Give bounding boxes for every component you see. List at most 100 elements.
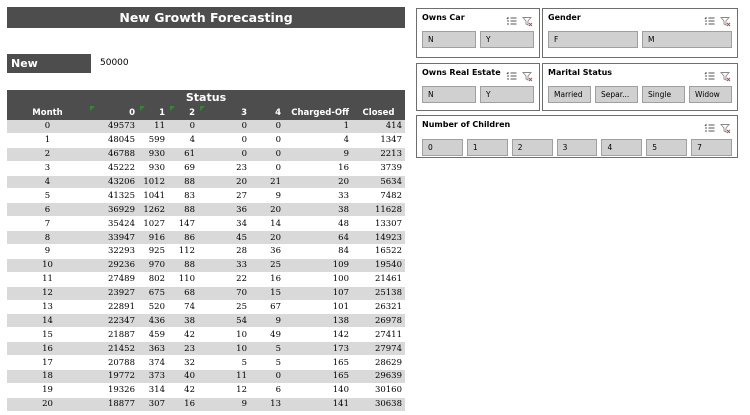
slicer-item[interactable]: N [422,31,476,48]
value-cell[interactable]: 20 [250,230,284,246]
month-cell[interactable]: 10 [7,258,88,273]
new-accounts-value[interactable]: 50000 [100,58,129,68]
value-cell[interactable]: 138 [284,313,352,329]
slicer-item[interactable]: 2 [511,139,553,156]
slicer-item[interactable]: 0 [422,139,463,156]
value-cell[interactable]: 33 [284,188,352,204]
value-cell[interactable]: 88 [168,175,198,190]
value-cell[interactable]: 373 [138,369,168,384]
value-cell[interactable]: 48 [284,216,352,232]
slicer-item[interactable]: F [548,31,638,48]
month-cell[interactable]: 5 [7,188,88,204]
value-cell[interactable]: 13307 [352,216,405,232]
value-cell[interactable]: 100 [284,272,352,287]
value-cell[interactable]: 38 [168,313,198,329]
value-cell[interactable]: 930 [138,161,168,176]
value-cell[interactable]: 13 [250,397,284,412]
month-cell[interactable]: 20 [7,397,88,412]
value-cell[interactable]: 7482 [352,188,405,204]
slicer-gender[interactable]: Gender F M [542,8,738,58]
value-cell[interactable]: 86 [168,230,198,246]
value-cell[interactable]: 6 [250,383,284,398]
clear-filter-icon[interactable] [720,67,731,82]
month-cell[interactable]: 14 [7,313,88,329]
value-cell[interactable]: 4 [168,133,198,148]
value-cell[interactable]: 19772 [88,369,138,384]
slicer-item[interactable]: 7 [691,139,733,156]
value-cell[interactable]: 70 [198,286,250,301]
value-cell[interactable]: 0 [198,120,250,134]
value-cell[interactable]: 9 [250,188,284,204]
value-cell[interactable]: 414 [352,120,405,134]
clear-filter-icon[interactable] [522,12,533,27]
value-cell[interactable]: 0 [250,133,284,148]
value-cell[interactable]: 21461 [352,272,405,287]
month-cell[interactable]: 4 [7,175,88,190]
value-cell[interactable]: 18877 [88,397,138,412]
value-cell[interactable]: 107 [284,286,352,301]
value-cell[interactable]: 12 [198,383,250,398]
value-cell[interactable]: 88 [168,202,198,218]
value-cell[interactable]: 19326 [88,383,138,398]
slicer-item[interactable]: M [642,31,732,48]
value-cell[interactable]: 9 [198,397,250,412]
value-cell[interactable]: 34 [198,216,250,232]
value-cell[interactable]: 165 [284,355,352,371]
value-cell[interactable]: 20788 [88,355,138,371]
value-cell[interactable]: 30638 [352,397,405,412]
month-cell[interactable]: 7 [7,216,88,232]
month-cell[interactable]: 0 [7,120,88,134]
value-cell[interactable]: 42 [168,327,198,343]
value-cell[interactable]: 33 [198,258,250,273]
value-cell[interactable]: 307 [138,397,168,412]
value-cell[interactable]: 27489 [88,272,138,287]
value-cell[interactable]: 363 [138,341,168,357]
month-cell[interactable]: 8 [7,230,88,246]
value-cell[interactable]: 21 [250,175,284,190]
value-cell[interactable]: 0 [198,147,250,162]
value-cell[interactable]: 16 [250,272,284,287]
value-cell[interactable]: 38 [284,202,352,218]
value-cell[interactable]: 29236 [88,258,138,273]
slicer-item[interactable]: Y [480,86,534,103]
value-cell[interactable]: 21452 [88,341,138,357]
value-cell[interactable]: 36929 [88,202,138,218]
value-cell[interactable]: 36 [198,202,250,218]
value-cell[interactable]: 0 [250,120,284,134]
value-cell[interactable]: 22 [198,272,250,287]
value-cell[interactable]: 4 [284,133,352,148]
value-cell[interactable]: 1347 [352,133,405,148]
value-cell[interactable]: 110 [168,272,198,287]
value-cell[interactable]: 436 [138,313,168,329]
month-cell[interactable]: 11 [7,272,88,287]
value-cell[interactable]: 45222 [88,161,138,176]
value-cell[interactable]: 916 [138,230,168,246]
value-cell[interactable]: 1012 [138,175,168,190]
value-cell[interactable]: 83 [168,188,198,204]
value-cell[interactable]: 173 [284,341,352,357]
multi-select-icon[interactable] [704,67,715,80]
value-cell[interactable]: 26321 [352,300,405,315]
value-cell[interactable]: 1262 [138,202,168,218]
value-cell[interactable]: 675 [138,286,168,301]
value-cell[interactable]: 40 [168,369,198,384]
slicer-item[interactable]: Separ... [595,86,638,103]
value-cell[interactable]: 42 [168,383,198,398]
value-cell[interactable]: 23 [168,341,198,357]
multi-select-icon[interactable] [506,67,517,80]
value-cell[interactable]: 23 [198,161,250,176]
value-cell[interactable]: 9 [250,313,284,329]
value-cell[interactable]: 27974 [352,341,405,357]
value-cell[interactable]: 802 [138,272,168,287]
month-cell[interactable]: 9 [7,244,88,259]
value-cell[interactable]: 0 [250,161,284,176]
value-cell[interactable]: 112 [168,244,198,259]
value-cell[interactable]: 5634 [352,175,405,190]
slicer-owns-car[interactable]: Owns Car N Y [416,8,540,58]
month-cell[interactable]: 16 [7,341,88,357]
slicer-marital-status[interactable]: Marital Status Married Separ... Single Widow [542,63,738,111]
value-cell[interactable]: 16522 [352,244,405,259]
value-cell[interactable]: 925 [138,244,168,259]
value-cell[interactable]: 109 [284,258,352,273]
slicer-item[interactable]: 4 [601,139,643,156]
